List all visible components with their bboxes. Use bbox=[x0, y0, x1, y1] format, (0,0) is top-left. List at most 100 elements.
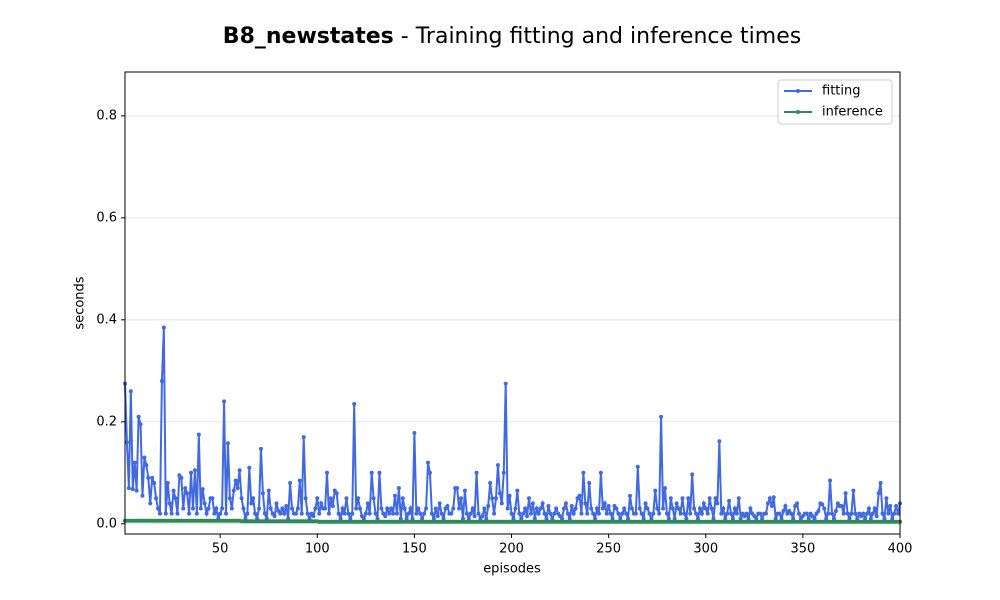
series-marker bbox=[783, 503, 788, 508]
series-marker bbox=[826, 511, 831, 516]
series-marker bbox=[643, 501, 648, 506]
series-marker bbox=[695, 516, 700, 521]
series-marker bbox=[664, 511, 669, 516]
x-tick-label: 400 bbox=[888, 542, 913, 557]
series-marker bbox=[629, 506, 634, 511]
series-marker bbox=[725, 511, 730, 516]
series-marker bbox=[484, 516, 489, 521]
series-marker bbox=[233, 478, 238, 483]
series-marker bbox=[847, 516, 852, 521]
series-marker bbox=[602, 501, 607, 506]
series-marker bbox=[396, 486, 401, 491]
series-marker bbox=[183, 486, 188, 491]
series-marker bbox=[251, 496, 256, 501]
series-marker bbox=[365, 501, 370, 506]
series-marker bbox=[633, 511, 638, 516]
series-marker bbox=[763, 511, 768, 516]
series-marker bbox=[688, 511, 693, 516]
legend-marker bbox=[796, 110, 800, 114]
series-marker bbox=[462, 488, 467, 493]
series-marker bbox=[517, 511, 522, 516]
series-marker bbox=[400, 496, 405, 501]
series-marker bbox=[224, 511, 229, 516]
series-marker bbox=[196, 432, 201, 437]
series-marker bbox=[715, 501, 720, 506]
series-marker bbox=[573, 506, 578, 511]
series-marker bbox=[876, 491, 881, 496]
x-tick-label: 350 bbox=[790, 542, 815, 557]
series-marker bbox=[408, 506, 413, 511]
series-marker bbox=[325, 470, 330, 475]
series-marker bbox=[495, 463, 500, 468]
series-marker bbox=[890, 516, 895, 521]
series-marker bbox=[499, 501, 504, 506]
series-marker bbox=[299, 511, 304, 516]
series-marker bbox=[583, 501, 588, 506]
plot-frame bbox=[124, 71, 901, 535]
series-marker bbox=[383, 514, 388, 519]
series-marker bbox=[470, 506, 475, 511]
series-marker bbox=[804, 511, 809, 516]
legend-marker bbox=[796, 89, 800, 93]
series-marker bbox=[523, 506, 528, 511]
series-marker bbox=[311, 514, 316, 519]
series-marker bbox=[437, 501, 442, 506]
series-marker bbox=[521, 511, 526, 516]
series-marker bbox=[839, 503, 844, 508]
series-marker bbox=[486, 503, 491, 508]
series-marker bbox=[831, 516, 836, 521]
series-marker bbox=[748, 506, 753, 511]
series-marker bbox=[713, 496, 718, 501]
series-marker bbox=[670, 506, 675, 511]
series-marker bbox=[657, 511, 662, 516]
series-marker bbox=[441, 516, 446, 521]
series-marker bbox=[744, 511, 749, 516]
series-marker bbox=[377, 470, 382, 475]
series-marker bbox=[729, 511, 734, 516]
series-marker bbox=[488, 481, 493, 486]
x-tick-label: 150 bbox=[402, 542, 427, 557]
series-marker bbox=[861, 511, 866, 516]
series-marker bbox=[622, 506, 627, 511]
series-marker bbox=[503, 381, 508, 386]
chart-title: B8_newstates - Training fitting and infer… bbox=[223, 24, 801, 49]
series-marker bbox=[466, 516, 471, 521]
series-marker bbox=[245, 511, 250, 516]
series-marker bbox=[789, 511, 794, 516]
series-marker bbox=[305, 511, 310, 516]
series-marker bbox=[433, 506, 438, 511]
series-marker bbox=[138, 422, 143, 427]
series-marker bbox=[620, 511, 625, 516]
series-marker bbox=[589, 506, 594, 511]
series-marker bbox=[833, 509, 838, 514]
series-marker bbox=[206, 506, 211, 511]
series-marker bbox=[563, 501, 568, 506]
series-marker bbox=[350, 511, 355, 516]
series-marker bbox=[194, 511, 199, 516]
series-marker bbox=[427, 470, 432, 475]
series-marker bbox=[546, 503, 551, 508]
series-marker bbox=[237, 468, 242, 473]
series-marker bbox=[532, 516, 537, 521]
series-marker bbox=[426, 460, 431, 465]
series-marker bbox=[262, 511, 267, 516]
series-marker bbox=[511, 516, 516, 521]
series-marker bbox=[319, 501, 324, 506]
series-marker bbox=[301, 435, 306, 440]
series-marker bbox=[358, 506, 363, 511]
series-marker bbox=[402, 506, 407, 511]
series-marker bbox=[509, 511, 514, 516]
series-marker bbox=[608, 511, 613, 516]
series-marker bbox=[410, 516, 415, 521]
series-marker bbox=[204, 511, 209, 516]
series-marker bbox=[760, 516, 765, 521]
series-marker bbox=[711, 516, 716, 521]
x-tick-label: 300 bbox=[693, 542, 718, 557]
series-marker bbox=[527, 496, 532, 501]
series-marker bbox=[480, 514, 485, 519]
series-marker bbox=[126, 486, 131, 491]
series-marker bbox=[140, 493, 145, 498]
series-marker bbox=[554, 506, 559, 511]
series-marker bbox=[218, 511, 223, 516]
series-marker bbox=[507, 493, 512, 498]
